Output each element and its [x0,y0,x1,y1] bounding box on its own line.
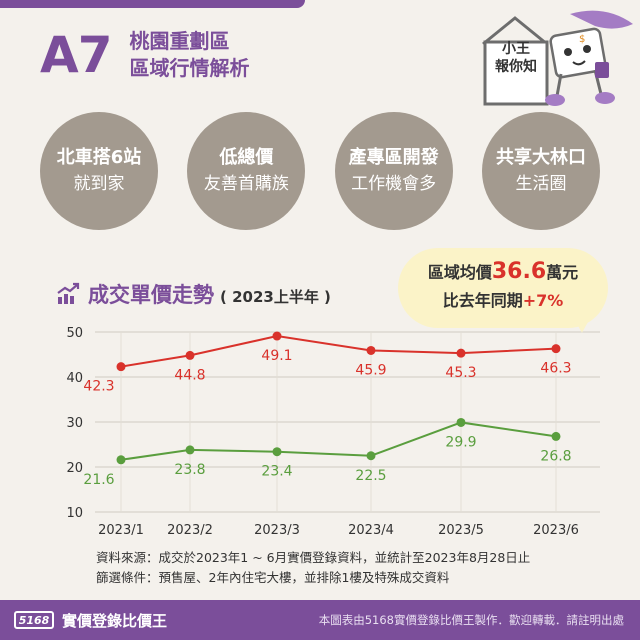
y-tick-label: 10 [66,506,83,521]
data-point [366,451,376,461]
data-point [551,431,561,441]
avg-price-label: 區域均價 [427,263,492,282]
series-line [120,421,557,461]
y-tick-label: 50 [66,326,83,341]
svg-text:$: $ [579,34,585,45]
footer-bar: 5168 實價登錄比價王 本圖表由5168實價登錄比價王製作．歡迎轉載．請註明出… [0,600,640,640]
area-code: A7 [40,26,112,84]
yoy-row: 比去年同期+7% [398,287,608,315]
data-label: 45.9 [355,362,386,378]
y-tick-label: 40 [66,371,83,386]
feature-circle-1: 北車搭6站 就到家 [40,112,158,230]
data-label: 23.8 [174,462,205,478]
x-tick-label: 2023/3 [254,523,300,538]
feature-headline: 低總價 [219,147,274,168]
mascot-icon: $ [482,10,633,106]
title-line-1: 桃園重劃區 [129,29,230,53]
chart-title: 成交單價走勢 [88,283,214,307]
chart-section-title: 成交單價走勢 ( 2023上半年 ) [56,278,331,309]
data-notes: 資料來源：成交於2023年1 ~ 6月實價登錄資料，並統計至2023年8月28日… [96,548,530,588]
yoy-label: 比去年同期 [442,291,523,310]
credit-text: 本圖表由5168實價登錄比價王製作．歡迎轉載．請註明出處 [318,613,624,627]
data-point [366,345,376,355]
mascot-line-2: 報你知 [495,59,537,75]
data-label: 29.9 [445,434,476,450]
data-source-note: 資料來源：成交於2023年1 ~ 6月實價登錄資料，並統計至2023年8月28日… [96,550,531,565]
series-line [120,335,557,368]
data-label: 23.4 [261,464,292,480]
feature-detail: 生活圈 [515,174,567,194]
mascot-caption: 小王 報你知 [488,40,544,76]
data-point [116,362,126,372]
data-label: 46.3 [540,361,571,377]
brand-logo: 5168 [14,611,54,629]
yoy-value: +7% [522,291,564,310]
feature-headline: 產專區開發 [348,147,439,168]
x-tick-label: 2023/6 [533,523,579,538]
data-label: 21.6 [83,472,114,488]
avg-price-unit: 萬元 [546,263,579,282]
average-price-callout: 區域均價36.6萬元 比去年同期+7% [398,248,608,328]
feature-detail: 友善首購族 [203,174,289,194]
avg-price-row: 區域均價36.6萬元 [398,258,608,287]
x-tick-label: 2023/4 [348,523,394,538]
feature-circle-2: 低總價 友善首購族 [187,112,306,230]
y-tick-label: 20 [66,461,83,476]
feature-circle-3: 產專區開發 工作機會多 [334,112,453,230]
feature-circle-4: 共享大林口 生活圈 [481,112,600,230]
data-label: 42.3 [83,379,114,395]
data-point [551,344,561,354]
title-line-2: 區域行情解析 [129,56,250,80]
feature-headline: 北車搭6站 [56,147,142,168]
feature-list: 北車搭6站 就到家 低總價 友善首購族 產專區開發 工作機會多 共享大林口 生活… [40,112,600,230]
data-point [185,445,195,455]
data-point [456,417,466,427]
data-point [456,348,466,358]
data-label: 22.5 [355,468,386,484]
data-point [116,455,126,465]
brand-name: 實價登錄比價王 [62,611,168,630]
x-tick-label: 2023/1 [98,523,144,538]
data-label: 49.1 [261,348,292,364]
data-label: 44.8 [174,367,205,383]
feature-detail: 就到家 [73,174,125,194]
feature-headline: 共享大林口 [495,147,586,168]
header: A7 桃園重劃區 區域行情解析 [40,28,250,82]
data-label: 45.3 [445,365,476,381]
trend-chart-icon [57,282,80,304]
feature-detail: 工作機會多 [351,174,437,194]
data-point [272,447,282,457]
data-point [272,331,282,341]
filter-note: 篩選條件：預售屋、2年內住宅大樓，並排除1樓及特殊成交資料 [96,570,450,585]
top-accent-bar [0,0,305,8]
callout-tail [570,307,600,335]
y-tick-label: 30 [66,416,83,431]
x-tick-label: 2023/5 [438,523,484,538]
x-tick-label: 2023/2 [167,523,213,538]
mascot-illustration: $ 小王 報你知 [475,4,635,114]
header-titles: 桃園重劃區 區域行情解析 [130,28,250,82]
data-point [185,350,195,360]
data-label: 26.8 [540,448,571,464]
mascot-line-1: 小王 [502,41,530,57]
avg-price-value: 36.6 [491,259,547,284]
chart-subtitle: ( 2023上半年 ) [220,288,331,306]
